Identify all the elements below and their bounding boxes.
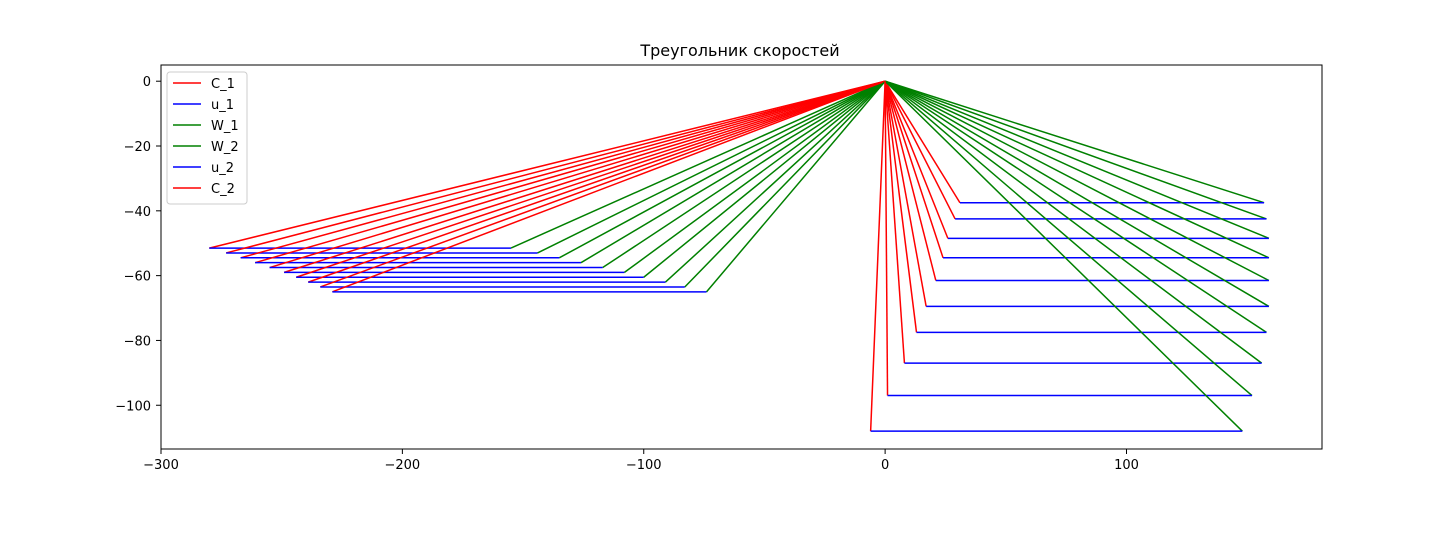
plot-area <box>209 80 1270 432</box>
w2-line-6 <box>884 80 1267 333</box>
c2-line-9 <box>869 81 886 432</box>
c1-line-6 <box>295 80 886 278</box>
y-tick-label: −40 <box>124 205 151 220</box>
axes-frame <box>160 64 1323 450</box>
legend-label: C_1 <box>211 77 235 92</box>
w1-line-8 <box>684 80 886 288</box>
c2-line-0 <box>884 80 961 204</box>
c1-line-8 <box>320 80 886 288</box>
c1-line-7 <box>307 80 886 283</box>
w2-line-5 <box>884 80 1270 308</box>
c2-line-4 <box>884 81 937 281</box>
c1-line-5 <box>283 80 886 274</box>
c1-line-2 <box>240 80 886 259</box>
legend-label: u_2 <box>211 161 234 176</box>
legend-label: W_1 <box>211 119 239 134</box>
y-tick-label: −80 <box>124 334 151 349</box>
w1-line-2 <box>558 80 886 259</box>
w2-line-9 <box>884 80 1243 432</box>
chart-title: Треугольник скоростей <box>639 41 839 60</box>
c1-line-1 <box>225 80 886 254</box>
w1-line-5 <box>623 80 886 273</box>
c2-line-5 <box>884 81 927 307</box>
w2-line-8 <box>884 80 1253 397</box>
legend-box <box>166 71 248 205</box>
w2-line-4 <box>884 80 1270 282</box>
c2-line-8 <box>884 81 889 396</box>
legend-label: u_1 <box>211 98 234 113</box>
x-tick-label: 100 <box>1114 458 1139 473</box>
c2-line-2 <box>884 80 949 239</box>
w1-line-9 <box>705 80 886 293</box>
c1-line-4 <box>269 80 886 269</box>
c2-line-3 <box>884 80 944 259</box>
w1-line-6 <box>643 80 886 278</box>
y-tick-label: 0 <box>143 75 151 90</box>
x-tick-label: −200 <box>385 458 421 473</box>
legend-label: W_2 <box>211 140 239 155</box>
c2-line-7 <box>884 81 906 364</box>
w2-line-3 <box>884 80 1270 259</box>
w2-line-0 <box>884 80 1265 204</box>
y-axis: 0 −20 −40 −60 −80 −100 <box>115 75 161 414</box>
legend-label: C_2 <box>211 182 235 197</box>
w2-line-7 <box>884 80 1263 364</box>
c1-line-3 <box>254 80 886 264</box>
y-tick-label: −100 <box>115 399 151 414</box>
w1-line-3 <box>580 80 886 264</box>
legend: C_1 u_1 W_1 W_2 u_2 C_2 <box>166 71 248 205</box>
c1-line-9 <box>332 80 886 293</box>
w2-line-2 <box>884 80 1270 240</box>
x-tick-label: 0 <box>881 458 889 473</box>
c2-line-6 <box>884 81 918 333</box>
w1-line-1 <box>537 80 886 254</box>
x-tick-label: −100 <box>626 458 662 473</box>
c2-line-1 <box>884 80 956 220</box>
x-axis: −300 −200 −100 0 100 <box>143 449 1139 473</box>
w1-line-4 <box>602 80 886 269</box>
c1-line-0 <box>209 80 886 249</box>
w1-line-7 <box>664 80 886 283</box>
x-tick-label: −300 <box>143 458 179 473</box>
w2-line-1 <box>884 80 1267 220</box>
y-tick-label: −60 <box>124 270 151 285</box>
y-tick-label: −20 <box>124 140 151 155</box>
w1-line-0 <box>510 80 886 249</box>
